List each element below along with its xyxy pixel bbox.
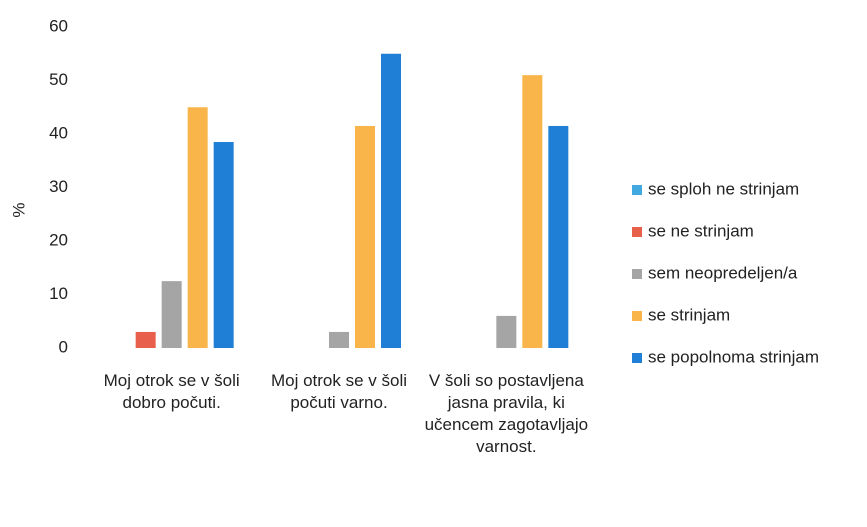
legend-label: se strinjam (648, 305, 730, 324)
y-tick-label: 30 (49, 177, 68, 196)
bar (355, 125, 375, 348)
bar (496, 315, 517, 348)
bar (187, 107, 208, 348)
x-tick-label: Moj otrok se v šoli dobro počuti. (103, 371, 240, 412)
y-axis-label: % (9, 202, 28, 217)
legend-swatch (632, 227, 642, 237)
bar (548, 125, 569, 348)
legend-swatch (632, 353, 642, 363)
bar (135, 331, 156, 348)
legend-label: se sploh ne strinjam (648, 179, 799, 198)
legend-swatch (632, 311, 642, 321)
y-tick-label: 50 (49, 70, 68, 89)
bar (161, 281, 182, 348)
legend-swatch (632, 269, 642, 279)
x-tick-label: Moj otrok se v šoli počuti varno. (270, 371, 408, 412)
bar (522, 75, 543, 349)
bar (213, 142, 234, 348)
y-tick-label: 40 (49, 123, 68, 142)
bar (381, 53, 401, 348)
bar (329, 331, 349, 348)
legend-swatch (632, 185, 642, 195)
x-tick-label: V šoli so postavljena jasna pravila, ki … (424, 371, 589, 456)
legend-label: sem neopredeljen/a (648, 263, 798, 282)
legend-label: se popolnoma strinjam (648, 347, 819, 366)
y-tick-label: 0 (59, 337, 68, 356)
y-tick-label: 20 (49, 230, 68, 249)
legend-label: se ne strinjam (648, 221, 754, 240)
y-tick-label: 10 (49, 284, 68, 303)
y-tick-label: 60 (49, 16, 68, 35)
